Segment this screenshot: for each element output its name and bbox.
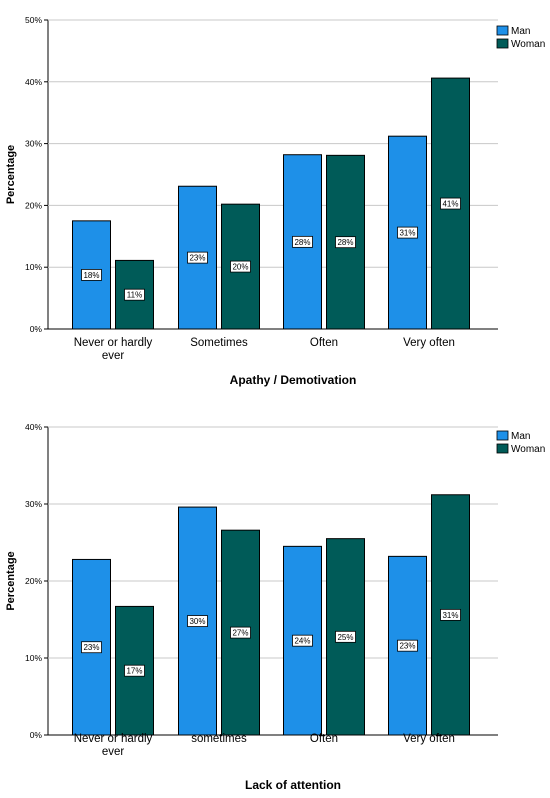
y-axis-title: Percentage bbox=[5, 551, 17, 610]
data-label: 23% bbox=[83, 643, 99, 652]
x-tick-label: Never or hardly bbox=[74, 733, 153, 745]
data-label-box bbox=[440, 608, 461, 621]
data-label-box bbox=[187, 615, 208, 627]
chart-lack-of-attention: 0% 10% 20% 30% 40% Percentage 23% 30% 24% 23% 17% 2… bbox=[5, 422, 545, 792]
y-tick-label: 20% bbox=[25, 200, 42, 210]
data-label: 25% bbox=[337, 633, 353, 642]
x-tick-label: Very often bbox=[403, 337, 455, 349]
data-label: 11% bbox=[127, 291, 142, 300]
data-label-box bbox=[440, 197, 461, 210]
y-tick-label: 40% bbox=[25, 77, 42, 87]
data-label: 30% bbox=[189, 617, 205, 626]
data-label: 24% bbox=[294, 637, 310, 646]
y-tick-label: 10% bbox=[25, 262, 42, 272]
legend-label-man: Man bbox=[511, 26, 530, 37]
x-tick-label: ever bbox=[102, 350, 125, 362]
chart-apathy-demotivation: 0% 10% 20% 30% 40% 50% Percentage 18% 23% 28% 31% 1… bbox=[5, 15, 545, 387]
data-label-box bbox=[124, 664, 145, 677]
data-label-box bbox=[397, 639, 418, 652]
data-label: 41% bbox=[442, 200, 458, 209]
legend-label-woman: Woman bbox=[511, 444, 545, 455]
bar-woman bbox=[115, 259, 154, 330]
legend-swatch-woman bbox=[496, 443, 509, 454]
y-tick-label: 40% bbox=[25, 422, 42, 432]
y-tick-label: 0% bbox=[30, 324, 43, 334]
data-label: 27% bbox=[232, 629, 248, 638]
data-label-box bbox=[124, 288, 145, 301]
legend-label-woman: Woman bbox=[511, 39, 545, 50]
data-label: 28% bbox=[294, 238, 310, 247]
bar-man bbox=[283, 545, 322, 736]
y-axis-title: Percentage bbox=[5, 145, 17, 204]
y-tick-label: 10% bbox=[25, 653, 42, 663]
data-label-box bbox=[292, 235, 313, 248]
data-label: 31% bbox=[399, 229, 415, 238]
data-label-box bbox=[187, 251, 208, 264]
data-label: 18% bbox=[83, 271, 99, 280]
legend-label-man: Man bbox=[511, 431, 530, 442]
data-label-box bbox=[397, 226, 418, 239]
x-tick-label: Never or hardly bbox=[74, 337, 153, 349]
data-label: 28% bbox=[337, 238, 353, 247]
data-label: 31% bbox=[442, 611, 458, 620]
y-tick-label: 0% bbox=[30, 730, 43, 740]
y-tick-label: 30% bbox=[25, 499, 42, 509]
x-tick-label: sometimes bbox=[191, 733, 247, 745]
x-axis-title: Lack of attention bbox=[245, 778, 341, 792]
data-label: 23% bbox=[399, 642, 415, 651]
data-label: 17% bbox=[126, 667, 142, 676]
legend-swatch-man bbox=[496, 430, 509, 441]
x-axis-title: Apathy / Demotivation bbox=[230, 373, 357, 387]
data-label-box bbox=[81, 641, 102, 654]
data-label-box bbox=[292, 634, 313, 647]
x-tick-label: ever bbox=[102, 746, 125, 758]
data-label-box bbox=[230, 260, 251, 273]
data-label-box bbox=[81, 269, 102, 281]
data-label-box bbox=[230, 626, 251, 639]
data-label: 23% bbox=[189, 254, 205, 263]
data-label-box bbox=[335, 236, 356, 249]
y-tick-label: 50% bbox=[25, 15, 42, 25]
y-tick-label: 30% bbox=[25, 139, 42, 149]
legend-swatch-woman bbox=[496, 38, 509, 49]
legend-swatch-man bbox=[496, 25, 509, 36]
x-tick-label: Often bbox=[310, 337, 338, 349]
x-tick-label: Often bbox=[310, 733, 338, 745]
data-label: 20% bbox=[232, 263, 248, 272]
x-tick-label: Sometimes bbox=[190, 337, 248, 349]
x-tick-label: Very often bbox=[403, 733, 455, 745]
y-tick-label: 20% bbox=[25, 576, 42, 586]
data-label-box bbox=[335, 630, 356, 643]
